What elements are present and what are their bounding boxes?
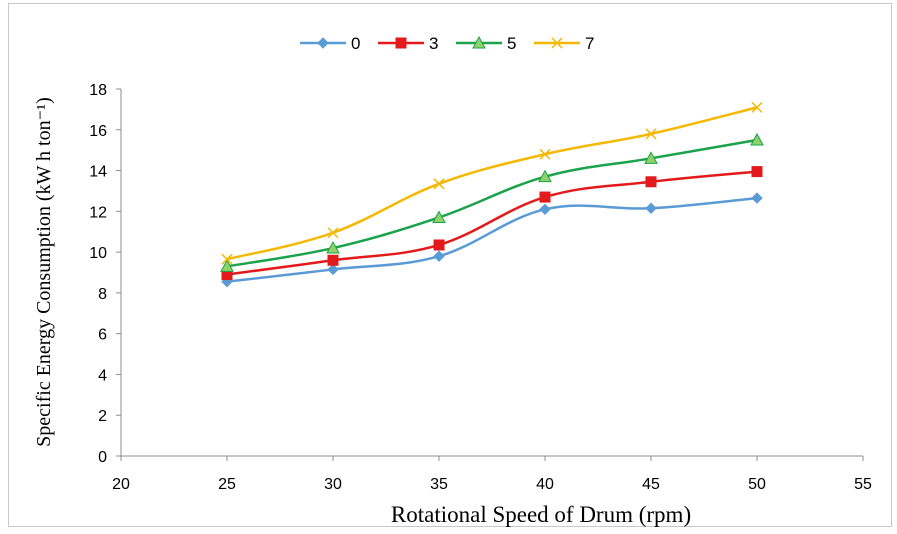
x-tick-label: 35 bbox=[430, 476, 448, 493]
legend-label: 5 bbox=[507, 34, 516, 53]
legend-marker bbox=[317, 37, 329, 49]
data-point-5 bbox=[644, 151, 658, 164]
legend-item-3: 3 bbox=[378, 34, 438, 53]
series-line-3 bbox=[226, 170, 758, 276]
series-line-7 bbox=[226, 106, 758, 261]
data-point-3 bbox=[751, 166, 763, 178]
legend-item-0: 0 bbox=[300, 34, 360, 53]
chart-frame bbox=[8, 3, 892, 527]
legend-label: 3 bbox=[429, 34, 438, 53]
series-layer bbox=[220, 101, 764, 288]
legend-label: 0 bbox=[351, 34, 360, 53]
x-tick-label: 50 bbox=[748, 476, 766, 493]
x-tick-label: 55 bbox=[854, 476, 872, 493]
data-point-0 bbox=[645, 202, 657, 214]
x-axis-title: Rotational Speed of Drum (rpm) bbox=[391, 502, 691, 527]
data-point-0 bbox=[539, 203, 551, 216]
x-tick-label: 25 bbox=[218, 476, 236, 493]
data-point-7 bbox=[327, 227, 339, 239]
y-tick-label: 16 bbox=[89, 123, 107, 140]
series-7 bbox=[221, 101, 763, 265]
data-point-3 bbox=[433, 239, 445, 251]
data-point-5 bbox=[432, 210, 446, 223]
y-tick-label: 4 bbox=[98, 367, 107, 384]
data-point-0 bbox=[433, 250, 445, 262]
y-tick-label: 2 bbox=[98, 408, 107, 425]
x-tick-label: 45 bbox=[642, 476, 660, 493]
data-point-5 bbox=[538, 169, 552, 183]
y-tick-labels: 0 2 4 6 8 10 12 14 16 18 bbox=[89, 82, 107, 466]
series-5 bbox=[220, 132, 764, 272]
series-3 bbox=[221, 166, 763, 281]
data-point-7 bbox=[645, 128, 657, 140]
x-tick-label: 30 bbox=[324, 476, 342, 493]
data-point-7 bbox=[539, 148, 551, 160]
y-axis-title: Specific Energy Consumption (kW h ton⁻¹) bbox=[33, 97, 55, 447]
legend-item-7: 7 bbox=[534, 34, 594, 53]
legend-marker bbox=[551, 37, 563, 49]
y-tick-label: 10 bbox=[89, 245, 107, 262]
legend-marker bbox=[395, 37, 407, 49]
y-tick-label: 12 bbox=[89, 204, 107, 221]
data-point-3 bbox=[327, 254, 339, 266]
series-0 bbox=[221, 192, 763, 288]
legend-label: 7 bbox=[585, 34, 594, 53]
y-tick-label: 6 bbox=[98, 327, 107, 344]
x-tick-label: 40 bbox=[536, 476, 554, 493]
y-tick-label: 18 bbox=[89, 82, 107, 99]
y-tick-label: 14 bbox=[89, 164, 107, 181]
data-point-0 bbox=[751, 192, 763, 204]
data-point-7 bbox=[433, 178, 445, 190]
data-point-7 bbox=[751, 101, 763, 113]
legend-item-5: 5 bbox=[456, 34, 516, 53]
data-point-7 bbox=[221, 253, 233, 265]
series-line-0 bbox=[226, 196, 758, 283]
x-tick-labels: 20 25 30 35 40 45 50 55 bbox=[112, 476, 872, 493]
y-tick-label: 0 bbox=[98, 449, 107, 466]
legend: 0 3 5 7 bbox=[300, 34, 594, 53]
series-line-5 bbox=[226, 138, 758, 268]
data-point-5 bbox=[220, 259, 234, 272]
data-point-5 bbox=[750, 132, 764, 146]
axes bbox=[116, 88, 864, 461]
data-point-3 bbox=[539, 191, 551, 203]
legend-marker bbox=[472, 35, 486, 49]
data-point-3 bbox=[645, 176, 657, 188]
data-point-5 bbox=[326, 240, 340, 254]
x-tick-label: 20 bbox=[112, 476, 130, 493]
y-tick-label: 8 bbox=[98, 286, 107, 303]
data-point-0 bbox=[327, 263, 339, 276]
